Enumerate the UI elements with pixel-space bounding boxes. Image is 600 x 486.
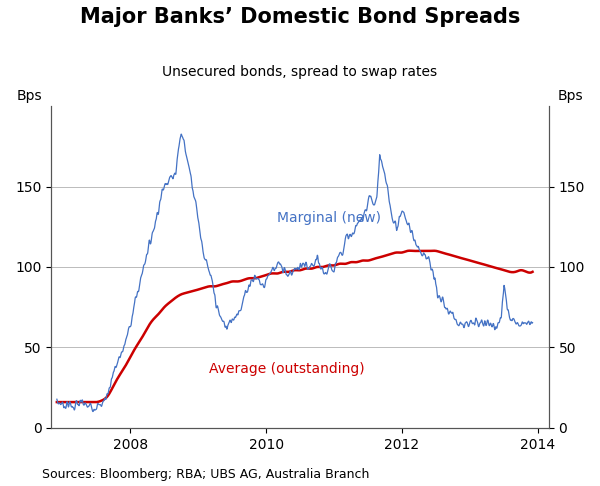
Text: Average (outstanding): Average (outstanding): [209, 362, 365, 376]
Text: Major Banks’ Domestic Bond Spreads: Major Banks’ Domestic Bond Spreads: [80, 7, 520, 27]
Text: Sources: Bloomberg; RBA; UBS AG, Australia Branch: Sources: Bloomberg; RBA; UBS AG, Austral…: [42, 468, 370, 481]
Text: Marginal (new): Marginal (new): [277, 211, 381, 225]
Title: Unsecured bonds, spread to swap rates: Unsecured bonds, spread to swap rates: [163, 65, 437, 79]
Text: Bps: Bps: [558, 89, 584, 103]
Text: Bps: Bps: [16, 89, 42, 103]
